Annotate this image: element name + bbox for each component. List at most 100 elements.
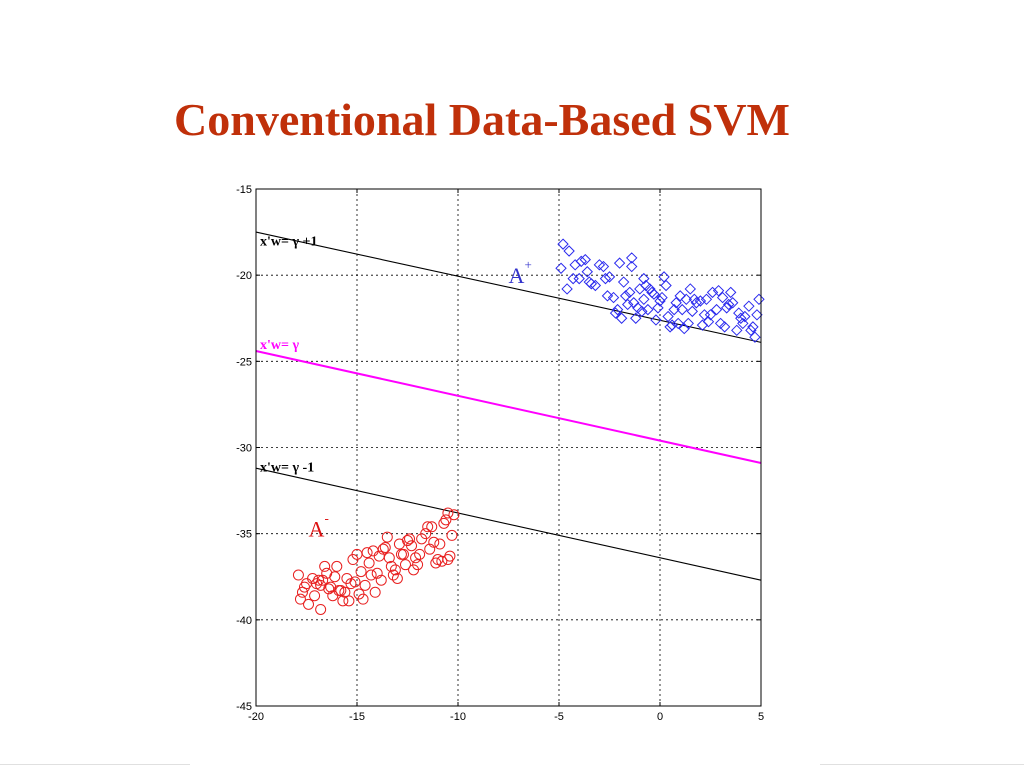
data-point-a-plus [628, 297, 640, 309]
line-label: x'w= γ [260, 338, 299, 353]
data-point-a-minus [410, 552, 422, 564]
data-point-a-plus [682, 317, 694, 330]
data-point-a-plus [704, 309, 717, 321]
chart-annotations: x'w= γ +1x'w= γx'w= γ -1A +A - [260, 235, 532, 542]
data-point-a-plus [597, 260, 610, 273]
data-point-a-plus [735, 312, 747, 324]
data-point-a-plus [640, 279, 652, 292]
y-tick-label: -40 [236, 615, 252, 627]
data-point-a-plus [676, 303, 688, 316]
data-point-a-plus [609, 307, 622, 319]
data-point-a-plus [585, 278, 598, 290]
data-point-a-plus [658, 271, 670, 283]
data-point-a-plus [644, 283, 656, 295]
data-point-a-plus [666, 319, 678, 331]
data-point-a-plus [632, 302, 644, 314]
data-point-a-plus [589, 279, 602, 292]
data-point-a-minus [438, 517, 450, 529]
data-point-a-plus [561, 283, 573, 295]
data-point-a-minus [387, 569, 399, 581]
data-point-a-plus [662, 310, 674, 323]
data-point-a-plus [654, 295, 666, 307]
boundary-line [255, 231, 762, 343]
data-point-a-minus [402, 535, 413, 547]
data-point-a-plus [555, 262, 567, 274]
data-point-a-plus [710, 303, 723, 316]
class-label-superscript: - [325, 510, 329, 525]
data-point-a-plus [617, 276, 630, 288]
data-point-a-plus [747, 321, 759, 333]
data-point-a-plus [613, 257, 626, 269]
data-point-a-plus [648, 288, 660, 300]
footer-rule-left [0, 764, 190, 765]
data-point-a-plus [557, 238, 569, 250]
data-point-a-plus [678, 322, 690, 335]
data-point-a-plus [749, 331, 761, 343]
data-point-a-minus [383, 552, 395, 564]
data-point-a-minus [430, 557, 442, 569]
data-point-a-plus [696, 319, 709, 331]
data-point-a-plus [642, 303, 654, 316]
y-tick-label: -25 [236, 356, 252, 368]
data-point-a-minus [442, 554, 454, 566]
data-point-a-plus [668, 303, 680, 316]
data-point-a-plus [593, 259, 606, 271]
data-point-a-plus [563, 245, 575, 257]
data-point-a-plus [601, 290, 614, 302]
data-point-a-minus [349, 576, 361, 588]
data-point-a-minus [416, 533, 428, 545]
data-point-a-plus [656, 291, 668, 304]
data-point-a-minus [377, 543, 389, 555]
data-point-a-plus [684, 283, 697, 295]
data-point-a-plus [690, 297, 703, 309]
data-point-a-plus [722, 298, 735, 311]
data-point-a-plus [581, 266, 593, 278]
data-point-a-plus [694, 295, 707, 307]
data-point-a-plus [731, 324, 743, 337]
data-point-a-minus [448, 509, 460, 521]
boundary-line [255, 467, 762, 581]
data-point-a-minus [442, 507, 454, 519]
axis-ticks: -20 -15 -10 -5 0 5 -45 -40 -35 -30 -25 -20 -15 [236, 184, 764, 723]
x-tick-label: -5 [554, 711, 564, 723]
boundary-line [255, 350, 762, 464]
data-point-a-minus [294, 593, 306, 605]
data-point-a-minus [422, 521, 434, 533]
data-point-a-plus [623, 286, 636, 299]
data-point-a-minus [379, 541, 391, 553]
data-point-a-plus [743, 300, 755, 312]
data-point-a-plus [698, 309, 711, 321]
data-point-a-minus [426, 521, 438, 533]
data-point-a-plus [737, 317, 749, 330]
data-point-a-plus [724, 286, 737, 299]
data-point-a-minus [331, 560, 343, 572]
data-point-a-minus [365, 569, 377, 581]
data-point-a-plus [579, 253, 591, 266]
data-point-a-plus [751, 309, 763, 321]
line-label: x'w= γ +1 [260, 235, 318, 250]
data-point-a-minus [303, 598, 315, 610]
data-point-a-plus [636, 305, 648, 318]
data-point-a-minus [428, 536, 440, 548]
data-point-a-plus [733, 307, 745, 319]
data-point-a-minus [315, 603, 327, 615]
x-tick-label: 0 [657, 711, 663, 723]
data-point-a-plus [638, 272, 650, 285]
data-point-a-plus [619, 290, 632, 302]
data-point-a-minus [391, 572, 403, 584]
x-tick-label: -15 [349, 711, 365, 723]
data-point-a-minus [363, 557, 375, 569]
data-point-a-plus [718, 321, 731, 333]
data-point-a-plus [567, 272, 579, 285]
data-point-a-plus [753, 293, 765, 306]
data-point-a-minus [296, 586, 308, 598]
data-point-a-plus [575, 255, 587, 268]
data-point-a-plus [660, 279, 672, 292]
data-point-a-plus [626, 260, 638, 273]
grid-lines [256, 189, 761, 706]
y-tick-label: -15 [236, 184, 252, 196]
data-point-a-plus [712, 284, 725, 297]
x-tick-label: -10 [450, 711, 466, 723]
data-point-a-plus [652, 302, 664, 314]
data-point-a-plus [680, 293, 692, 306]
